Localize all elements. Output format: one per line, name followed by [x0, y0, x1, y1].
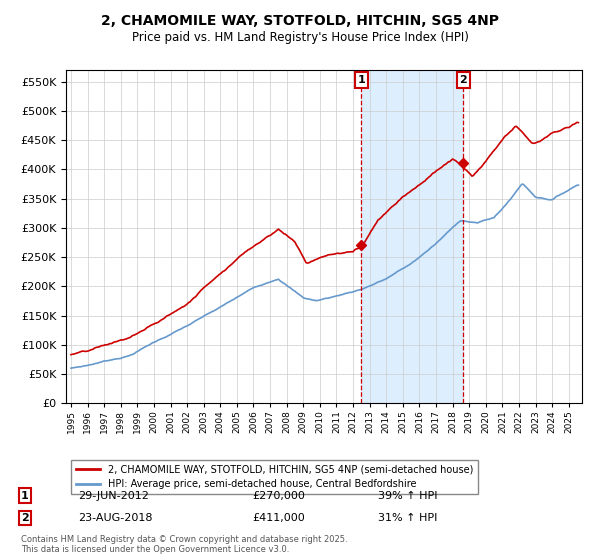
- Bar: [361, 70, 463, 403]
- Text: 1: 1: [21, 491, 29, 501]
- Text: Contains HM Land Registry data © Crown copyright and database right 2025.
This d: Contains HM Land Registry data © Crown c…: [21, 535, 347, 554]
- Text: Price paid vs. HM Land Registry's House Price Index (HPI): Price paid vs. HM Land Registry's House …: [131, 31, 469, 44]
- Legend: 2, CHAMOMILE WAY, STOTFOLD, HITCHIN, SG5 4NP (semi-detached house), HPI: Average: 2, CHAMOMILE WAY, STOTFOLD, HITCHIN, SG5…: [71, 460, 478, 494]
- Text: £270,000: £270,000: [252, 491, 305, 501]
- Text: 31% ↑ HPI: 31% ↑ HPI: [378, 513, 437, 523]
- Text: 2: 2: [460, 75, 467, 85]
- Text: £411,000: £411,000: [252, 513, 305, 523]
- Text: 23-AUG-2018: 23-AUG-2018: [78, 513, 152, 523]
- Text: 39% ↑ HPI: 39% ↑ HPI: [378, 491, 437, 501]
- Text: 29-JUN-2012: 29-JUN-2012: [78, 491, 149, 501]
- Text: 2: 2: [21, 513, 29, 523]
- Text: 2, CHAMOMILE WAY, STOTFOLD, HITCHIN, SG5 4NP: 2, CHAMOMILE WAY, STOTFOLD, HITCHIN, SG5…: [101, 14, 499, 28]
- Text: 1: 1: [358, 75, 365, 85]
